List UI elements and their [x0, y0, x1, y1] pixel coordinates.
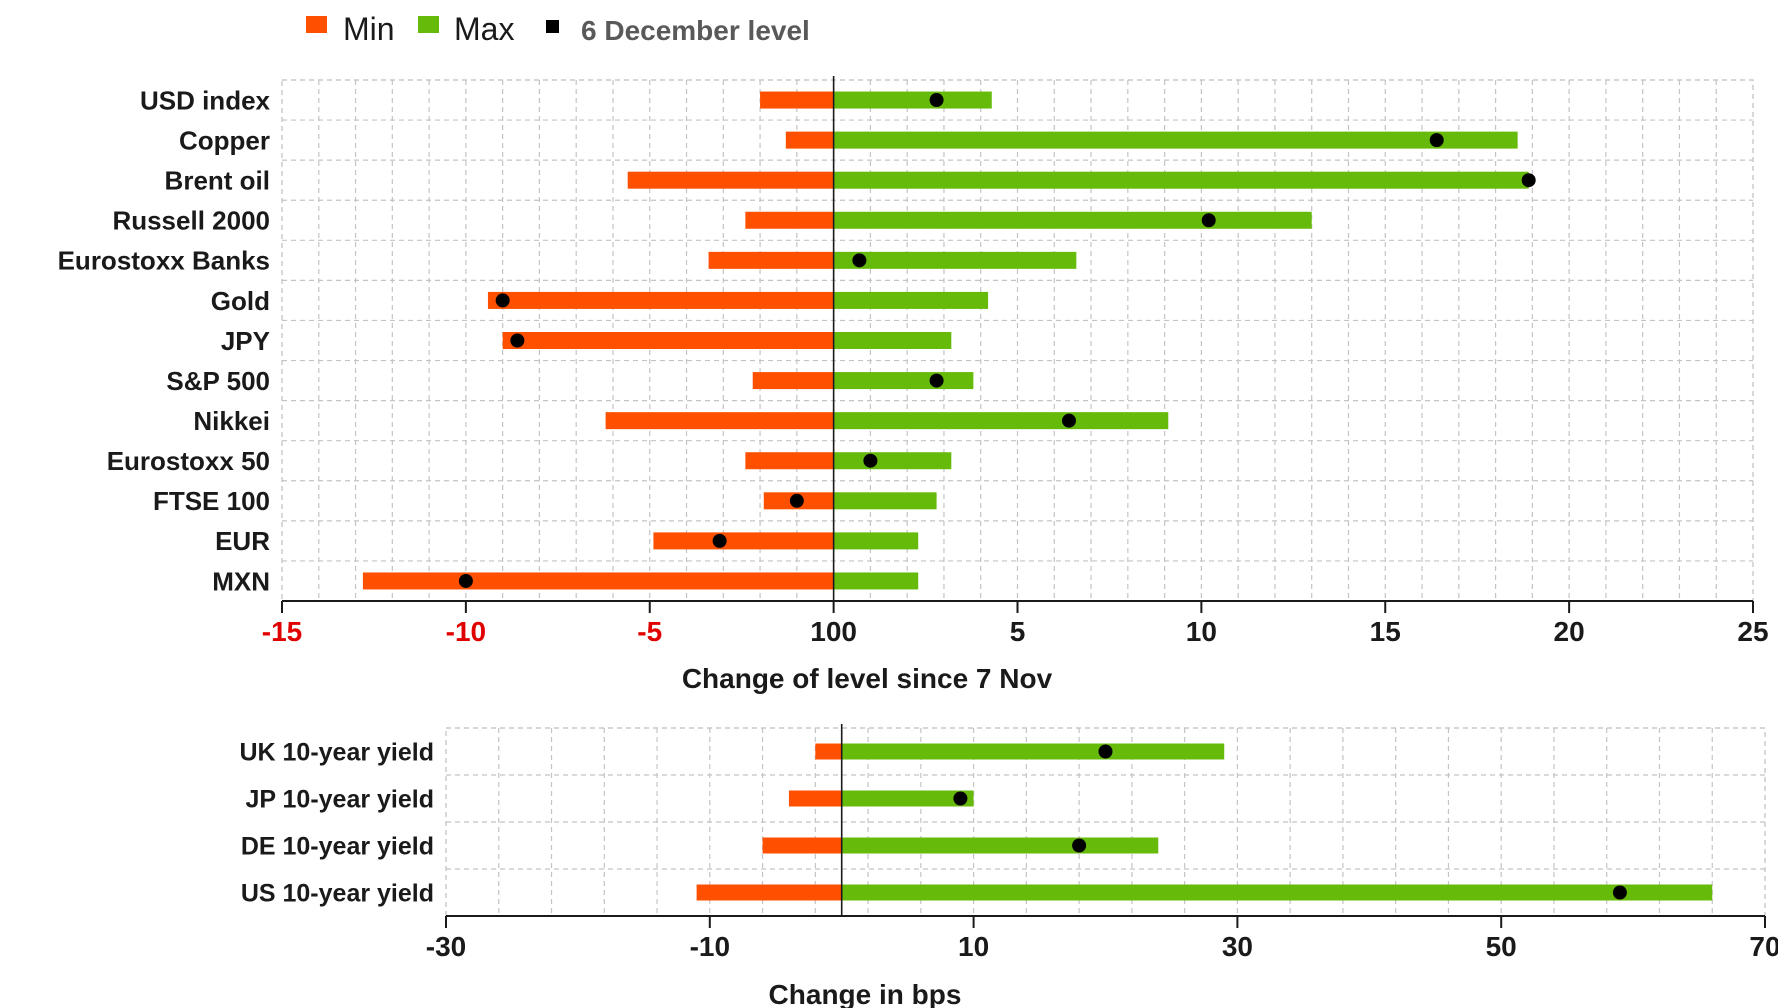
category-label: Eurostoxx 50 — [107, 446, 270, 476]
level-marker — [458, 573, 473, 588]
x-tick-label: 5 — [1010, 616, 1026, 647]
legend-level-label: 6 December level — [581, 15, 810, 46]
chart-legend: Min Max 6 December level — [306, 11, 810, 47]
level-marker — [953, 791, 968, 806]
max-bar — [833, 452, 952, 470]
x-tick-label: 10 — [1186, 616, 1217, 647]
max-bar — [833, 532, 919, 550]
max-bar — [833, 492, 937, 510]
category-label: MXN — [212, 566, 270, 596]
x-tick-label: 50 — [1486, 931, 1517, 962]
x-axis-title: Change of level since 7 Nov — [682, 663, 1053, 694]
category-label: EUR — [215, 526, 270, 556]
level-marker — [1521, 173, 1536, 188]
x-tick-label: -30 — [426, 931, 466, 962]
level-marker — [510, 333, 525, 348]
level-marker — [929, 93, 944, 108]
category-label: JPY — [221, 326, 270, 356]
legend-max-label: Max — [454, 11, 514, 47]
max-bar — [841, 884, 1713, 901]
top-chart-panel: USD index Copper Brent oil Russell 2000 Euro… — [58, 76, 1769, 694]
level-marker — [712, 533, 727, 548]
category-label: Copper — [179, 125, 270, 155]
max-bar — [833, 131, 1518, 149]
x-tick-label: -10 — [446, 616, 486, 647]
x-tick-label: 10 — [958, 931, 989, 962]
category-label: Brent oil — [165, 166, 270, 196]
category-label: UK 10-year yield — [239, 739, 434, 767]
min-bar — [762, 837, 842, 854]
max-bar — [833, 332, 952, 349]
x-tick-label: -10 — [690, 931, 730, 962]
level-marker — [1429, 133, 1444, 148]
x-tick-label: 20 — [1554, 616, 1585, 647]
level-marker — [1061, 413, 1076, 428]
min-bar — [487, 291, 834, 309]
category-label: US 10-year yield — [241, 880, 434, 908]
min-bar — [815, 743, 842, 760]
min-bar — [788, 790, 842, 807]
level-marker — [852, 253, 867, 268]
max-bar — [833, 211, 1312, 229]
level-marker — [929, 373, 944, 388]
min-bar — [502, 332, 834, 349]
max-bar — [833, 291, 989, 309]
level-marker — [1201, 213, 1216, 228]
max-bar — [833, 251, 1077, 269]
category-label: Gold — [211, 286, 270, 316]
x-tick-label: 15 — [1370, 616, 1401, 647]
category-label: Russell 2000 — [112, 206, 270, 236]
max-bar — [841, 790, 974, 807]
min-bar — [745, 452, 834, 470]
category-label: Nikkei — [193, 406, 270, 436]
min-bar — [760, 91, 834, 109]
x-tick-label: 70 — [1749, 931, 1778, 962]
max-bar — [841, 837, 1159, 854]
legend-min-swatch — [306, 16, 327, 33]
min-bar — [745, 211, 834, 229]
min-bar — [708, 251, 834, 269]
x-tick-label: 30 — [1222, 931, 1253, 962]
legend-level-swatch — [546, 20, 559, 33]
x-axis-title: Change in bps — [769, 979, 962, 1008]
level-marker — [495, 293, 510, 308]
category-label: S&P 500 — [166, 366, 270, 396]
min-bar — [696, 884, 842, 901]
min-bar — [653, 532, 834, 550]
min-bar — [627, 171, 834, 189]
min-bar — [605, 412, 834, 430]
x-tick-label: 100 — [810, 616, 857, 647]
category-label: DE 10-year yield — [241, 833, 434, 861]
legend-max-swatch — [418, 16, 439, 33]
max-bar — [841, 743, 1225, 760]
max-bar — [833, 572, 919, 590]
category-label: Eurostoxx Banks — [58, 246, 270, 276]
level-marker — [863, 453, 878, 468]
level-marker — [1612, 885, 1627, 900]
level-marker — [1072, 838, 1087, 853]
level-marker — [1098, 744, 1113, 759]
max-bar — [833, 91, 992, 109]
category-label: USD index — [140, 85, 271, 115]
x-tick-label: 25 — [1737, 616, 1768, 647]
max-bar — [833, 171, 1529, 189]
max-bar — [833, 412, 1169, 430]
x-tick-label: -5 — [637, 616, 662, 647]
max-bar — [833, 372, 974, 390]
min-bar — [752, 372, 834, 390]
x-tick-label: -15 — [262, 616, 302, 647]
level-marker — [789, 493, 804, 508]
bottom-chart-panel: UK 10-year yield JP 10-year yield DE 10-ye… — [239, 724, 1778, 1008]
legend-min-label: Min — [343, 11, 395, 47]
category-label: FTSE 100 — [153, 486, 270, 516]
min-bar — [362, 572, 834, 590]
min-bar — [785, 131, 834, 149]
category-label: JP 10-year yield — [245, 786, 434, 814]
